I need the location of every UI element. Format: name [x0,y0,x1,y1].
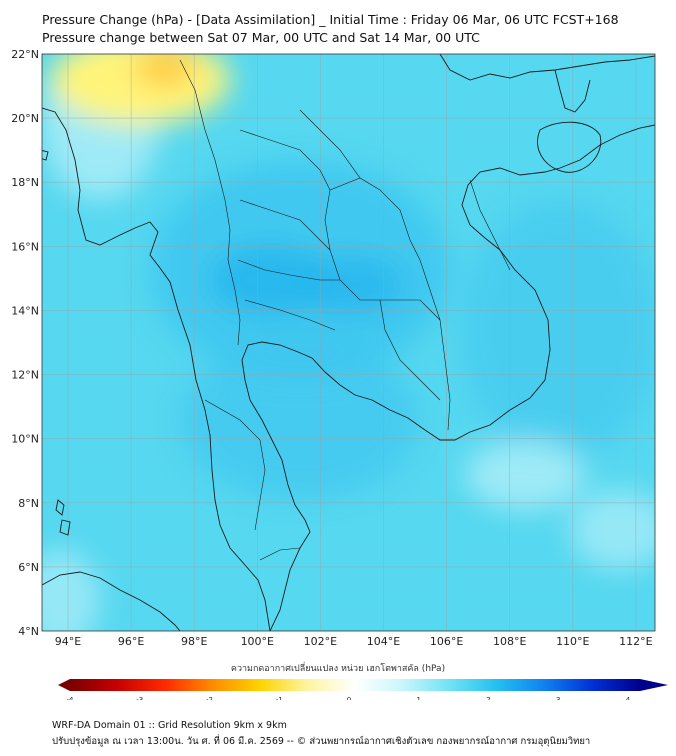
colorbar-ticks: -4 -3 -2 -1 0 1 2 3 4 [67,696,631,700]
map-title: Pressure Change (hPa) - [Data Assimilati… [42,12,619,27]
lat-tick-label: 18°N [11,176,39,189]
lat-tick-label: 22°N [11,48,39,61]
colorbar-tick-label: -3 [136,696,143,700]
plot-frame [41,53,656,632]
lon-tick-label: 100°E [241,635,274,648]
colorbar-right-arrow [640,679,668,691]
colorbar: -4 -3 -2 -1 0 1 2 3 4 [58,679,668,700]
colorbar-tick-label: 0 [347,696,351,700]
lon-tick-label: 108°E [493,635,526,648]
lon-tick-label: 110°E [556,635,589,648]
lat-tick-label: 12°N [11,369,39,382]
map-subtitle: Pressure change between Sat 07 Mar, 00 U… [42,30,480,45]
lat-tick-label: 8°N [18,497,39,510]
coastlines [42,54,655,631]
colorbar-tick-label: 1 [417,696,421,700]
colorbar-tick-label: 2 [486,696,490,700]
footer-model-info: WRF-DA Domain 01 :: Grid Resolution 9km … [52,720,287,731]
lat-tick-label: 6°N [18,561,39,574]
latitude-labels: 22°N 20°N 18°N 16°N 14°N 12°N 10°N 8°N 6°N 4°N [11,48,39,638]
lon-tick-label: 96°E [118,635,144,648]
colorbar-gradient [70,679,640,691]
admin-borders [179,59,511,561]
pressure-field [42,54,655,631]
footer-credit: ปรับปรุงข้อมูล ณ เวลา 13:00น. วัน ศ. ที่… [52,736,591,747]
lon-tick-label: 98°E [181,635,207,648]
colorbar-tick-label: -2 [206,696,213,700]
lat-tick-label: 10°N [11,433,39,446]
longitude-labels: 94°E 96°E 98°E 100°E 102°E 104°E 106°E 108°E 110… [55,635,653,648]
lon-tick-label: 112°E [619,635,652,648]
colorbar-left-arrow [58,679,70,691]
lat-tick-label: 16°N [11,240,39,253]
colorbar-tick-label: -4 [67,696,75,700]
colorbar-label: ความกดอากาศเปลี่ยนแปลง หน่วย เฮกโตพาสคัล… [230,664,446,674]
graticule [42,54,655,631]
lat-tick-label: 20°N [11,112,39,125]
lon-tick-label: 94°E [55,635,81,648]
colorbar-tick-label: -1 [276,696,283,700]
lon-tick-label: 104°E [367,635,400,648]
lat-tick-label: 14°N [11,304,39,317]
pressure-change-map: 22°N 20°N 18°N 16°N 14°N 12°N 10°N 8°N 6°N 4°N 94… [11,48,668,700]
lon-tick-label: 106°E [430,635,463,648]
colorbar-tick-label: 4 [626,696,631,700]
lat-tick-label: 4°N [18,625,39,638]
colorbar-tick-label: 3 [556,696,560,700]
lon-tick-label: 102°E [304,635,337,648]
